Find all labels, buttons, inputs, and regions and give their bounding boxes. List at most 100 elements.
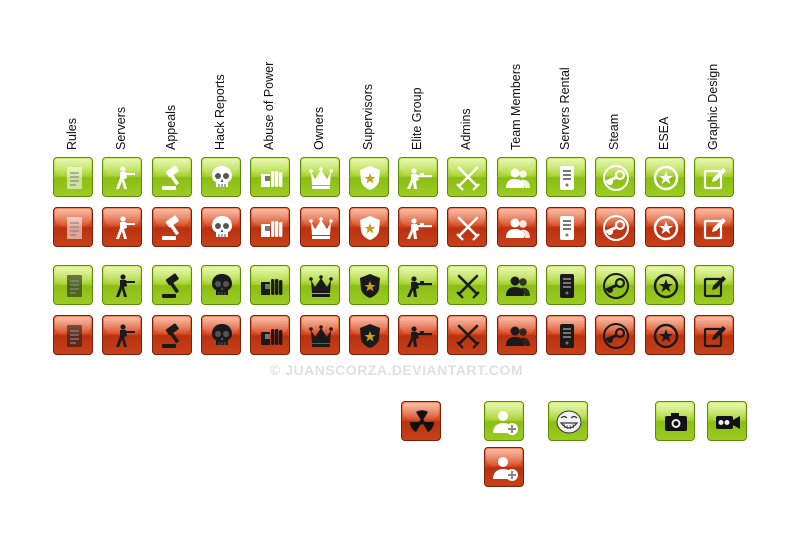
icon-tile [546,207,586,247]
esea-icon [653,215,678,241]
column-label: Admins [459,108,474,150]
camera-icon [665,413,687,431]
icon-tile [200,315,241,355]
icon-tile [447,265,488,305]
icon-tile [299,157,340,197]
soldier-icon [116,216,136,239]
icon-tile [53,157,93,197]
pencil-icon [703,168,726,190]
column-label: ESEA [656,116,671,150]
icon-tile [644,315,685,355]
column-label: Supervisors [360,84,375,150]
icon-tile [693,315,734,355]
sniper-icon [407,326,433,347]
icon-tile [546,157,586,197]
column-label: Servers [114,106,129,150]
icon-tile [447,157,488,197]
soldier-icon [116,166,136,189]
badge-icon [359,216,380,240]
esea-icon [653,323,678,349]
document-icon [67,275,82,297]
gavel-icon [161,323,179,348]
server-icon [560,274,574,298]
pencil-icon [703,326,726,348]
icon-tile [348,315,389,355]
column-label: Appeals [163,104,178,150]
watermark: © JUANSCORZA.DEVIANTART.COM [270,362,524,378]
extra-tile [401,401,441,441]
icon-tile [53,265,93,305]
sniper-icon [407,276,433,297]
add-user-icon [493,457,518,481]
icon-tile [53,207,93,247]
badge-icon [359,274,380,298]
gavel-icon [161,165,179,190]
icon-tile [299,207,340,247]
icon-tile [644,265,685,305]
document-icon [67,167,82,189]
extra-tile [484,447,524,487]
document-icon [67,217,82,239]
icon-tile [250,157,291,197]
skull-icon [211,274,232,295]
radiation-icon [409,410,435,432]
add-user-icon [493,411,518,435]
icon-tile [299,265,340,305]
icon-tile [595,315,636,355]
column-label: Abuse of Power [262,61,277,150]
icon-tile [496,315,537,355]
crossed-swords-icon [456,324,481,349]
esea-icon [653,165,678,191]
badge-icon [359,166,380,190]
icon-tile [644,207,685,247]
icon-tile [496,157,537,197]
server-icon [560,324,574,348]
column-label: Elite Group [410,87,425,150]
video-camera-icon [716,416,740,429]
icon-tile [53,315,93,355]
crown-icon [308,217,333,239]
icon-tile [151,157,192,197]
icon-tile [398,157,439,197]
crown-icon [308,275,333,297]
icon-tile [693,157,734,197]
pencil-icon [703,218,726,240]
icon-tile [693,207,734,247]
icon-tile [250,207,291,247]
server-icon [560,166,574,190]
skull-icon [211,216,232,237]
icon-tile [102,207,143,247]
document-icon [67,325,82,347]
icon-tile [151,207,192,247]
crossed-swords-icon [456,274,481,299]
extra-tile [548,401,588,441]
icon-tile [151,315,192,355]
steam-icon [603,273,630,299]
fist-icon [261,221,283,237]
skull-icon [211,324,232,345]
fist-icon [261,279,283,295]
icon-tile [200,207,241,247]
icon-tile [102,157,143,197]
extra-tile [707,401,747,441]
column-label: Servers Rental [558,67,572,150]
icon-tile [595,207,636,247]
icon-tile [595,265,636,305]
column-label: Hack Reports [212,74,227,150]
icon-tile [200,265,241,305]
team-icon [505,168,530,188]
icon-tile [546,265,586,305]
steam-icon [603,165,630,191]
crossed-swords-icon [456,216,481,241]
icon-tile [348,265,389,305]
pencil-icon [703,276,726,298]
skull-icon [211,166,232,187]
extra-tile [655,401,695,441]
team-icon [505,276,530,296]
sniper-icon [407,168,433,189]
fist-icon [261,171,283,187]
steam-icon [603,215,630,241]
crown-icon [308,167,333,189]
icon-tile [496,265,537,305]
